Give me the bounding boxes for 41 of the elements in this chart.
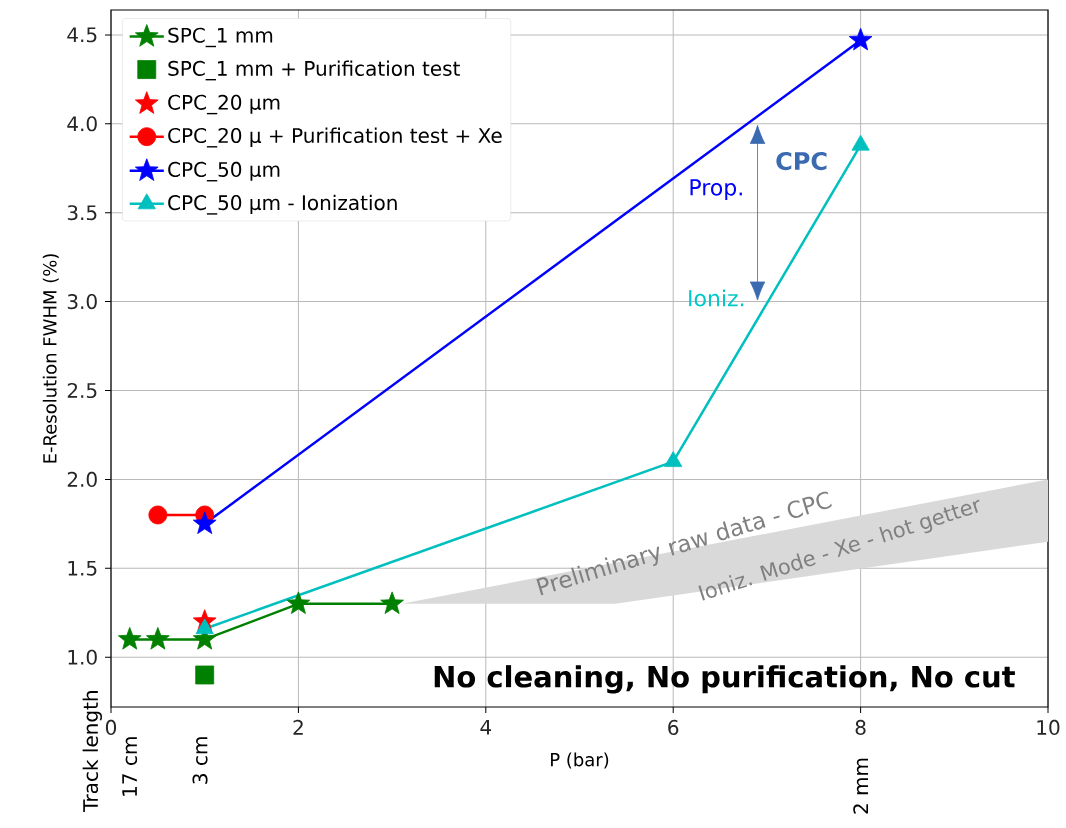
point (148, 505, 168, 525)
y-tick-label: 1.5 (68, 560, 97, 576)
text: Track length (82, 691, 102, 812)
point (851, 134, 870, 151)
x-tick-label: 4 (480, 719, 492, 735)
x-tick-label: 6 (668, 719, 679, 735)
point (195, 665, 215, 685)
y-tick-label: 3.5 (67, 205, 97, 221)
annotation: No cleaning, No purification, No cut (434, 665, 1015, 694)
text: 3 cm (192, 737, 208, 784)
y-tick-label: 1.0 (68, 649, 97, 665)
text: 17 cm (122, 737, 138, 796)
point (117, 627, 142, 650)
annotation: Ioniz. (689, 289, 744, 307)
point (286, 591, 311, 614)
legend-label: CPC_50 µm - Ionization (168, 194, 397, 215)
x-tick-label: 0 (105, 719, 117, 735)
point (192, 511, 217, 534)
legend-label: CPC_50 µm (168, 161, 280, 182)
point (848, 27, 873, 51)
x-tick-label: 10 (1037, 719, 1060, 735)
annotation: CPC (776, 152, 827, 171)
text: 2 mm (853, 758, 869, 814)
point (195, 618, 214, 635)
y-axis-title: E-Resolution FWHM (%) (42, 254, 59, 463)
legend-label: SPC_1 mm + Purification test (168, 60, 460, 81)
point (380, 591, 404, 614)
legend-label: CPC_20 µ + Purification test + Xe (168, 127, 502, 148)
x-axis-title: P (bar) (551, 752, 609, 769)
legend-label: CPC_20 µm (168, 94, 280, 115)
y-tick-label: 3.0 (67, 294, 97, 310)
annotation: Prop. (690, 179, 742, 200)
y-tick-label: 4.5 (67, 27, 97, 43)
y-tick-label: 4.0 (67, 116, 97, 132)
x-tick-label: 2 (293, 719, 303, 735)
legend-label: SPC_1 mm (168, 27, 273, 48)
x-tick-label: 8 (855, 719, 866, 735)
point (664, 451, 683, 468)
y-tick-label: 2.0 (67, 471, 97, 487)
point (146, 627, 170, 650)
y-tick-label: 2.5 (67, 382, 97, 399)
